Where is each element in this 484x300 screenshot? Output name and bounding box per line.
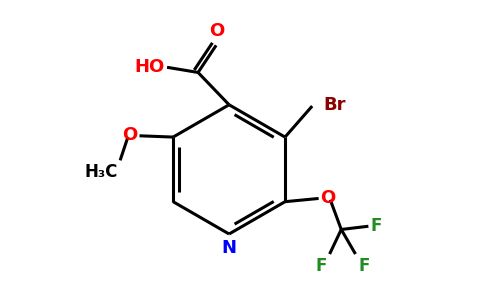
Text: F: F: [316, 256, 327, 274]
Text: HO: HO: [134, 58, 165, 76]
Text: O: O: [209, 22, 225, 40]
Text: N: N: [222, 238, 237, 256]
Text: H₃C: H₃C: [84, 163, 118, 181]
Text: O: O: [122, 126, 137, 144]
Text: F: F: [358, 256, 369, 274]
Text: F: F: [371, 217, 382, 235]
Text: Br: Br: [324, 96, 347, 114]
Text: O: O: [320, 189, 336, 207]
